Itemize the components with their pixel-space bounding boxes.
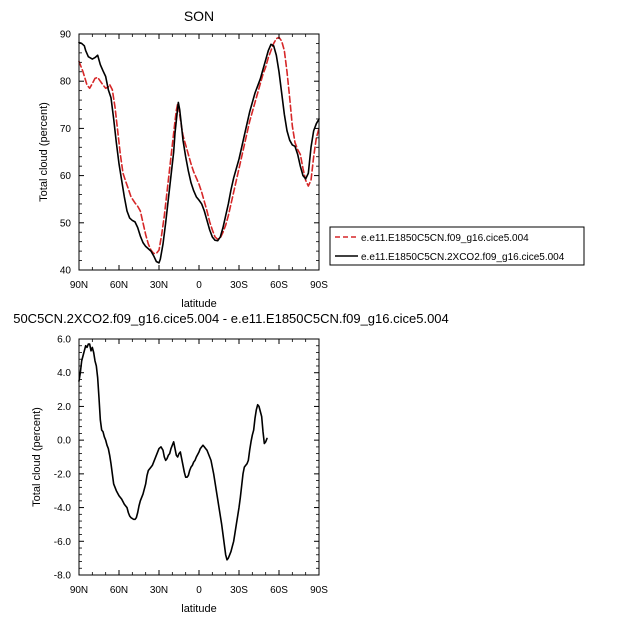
top-chart-xlabel: latitude [181, 298, 216, 310]
bottom-chart-xtick-label: 30S [230, 585, 248, 596]
top-chart-xtick-label: 90N [70, 280, 88, 291]
top-chart-xtick-label: 30N [150, 280, 168, 291]
bottom-chart-xlabel: latitude [181, 603, 216, 615]
bottom-chart-ytick-label: -8.0 [54, 571, 72, 582]
bottom-chart-ytick-label: -2.0 [54, 469, 72, 480]
top-chart-plot-group [78, 36, 320, 264]
bottom-chart-ytick-label: 4.0 [57, 368, 71, 379]
bottom-chart-x-ticks: 90N 60N 30N 0 30S 60S 90S [70, 339, 328, 596]
legend-label-series-1: e.e11.E1850C5CN.f09_g16.cice5.004 [361, 233, 529, 244]
bottom-chart-ytick-label: 6.0 [57, 335, 71, 346]
bottom-chart-ytick-label: 0.0 [57, 436, 71, 447]
legend: e.e11.E1850C5CN.f09_g16.cice5.004 e.e11.… [329, 226, 585, 266]
top-chart-xtick-label: 60S [270, 280, 288, 291]
bottom-chart-ylabel: Total cloud (percent) [31, 407, 43, 507]
legend-box [329, 226, 585, 266]
top-chart-frame [78, 33, 320, 271]
top-chart-xtick-label: 30S [230, 280, 248, 291]
top-chart-ytick-label: 70 [60, 124, 72, 135]
bottom-chart-series-1-line [78, 343, 268, 561]
top-chart-title: SON [184, 8, 214, 24]
top-chart: SON 40 50 60 70 80 90 90N 60N 30N 0 30S 60S 90S lat… [38, 8, 328, 310]
bottom-chart-xtick-label: 30N [150, 585, 168, 596]
top-chart-ytick-label: 80 [60, 77, 72, 88]
top-chart-y-ticks: 40 50 60 70 80 90 [60, 30, 319, 277]
bottom-chart: 50C5CN.2XCO2.f09_g16.cice5.004 - e.e11.E… [13, 311, 449, 615]
top-chart-ytick-label: 40 [60, 266, 72, 277]
top-chart-ytick-label: 50 [60, 218, 72, 229]
bottom-chart-plot-group [78, 343, 268, 561]
top-chart-series-2-line [78, 41, 320, 264]
top-chart-x-ticks: 90N 60N 30N 0 30S 60S 90S [70, 34, 328, 291]
bottom-chart-xtick-label: 60N [110, 585, 128, 596]
bottom-chart-xtick-label: 0 [196, 585, 202, 596]
top-chart-xtick-label: 60N [110, 280, 128, 291]
bottom-chart-xtick-label: 90N [70, 585, 88, 596]
top-chart-xtick-label: 90S [310, 280, 328, 291]
bottom-chart-xtick-label: 60S [270, 585, 288, 596]
legend-label-series-2: e.e11.E1850C5CN.2XCO2.f09_g16.cice5.004 [361, 252, 565, 263]
bottom-chart-y-ticks: -8.0 -6.0 -4.0 -2.0 0.0 2.0 4.0 6.0 [54, 335, 319, 582]
top-chart-ytick-label: 90 [60, 30, 72, 41]
bottom-chart-ytick-label: -6.0 [54, 537, 72, 548]
bottom-chart-frame [78, 338, 320, 576]
bottom-chart-title: 50C5CN.2XCO2.f09_g16.cice5.004 - e.e11.E… [13, 311, 449, 326]
top-chart-series-1-line [78, 36, 320, 255]
bottom-chart-ytick-label: 2.0 [57, 402, 71, 413]
bottom-chart-ytick-label: -4.0 [54, 503, 72, 514]
bottom-chart-xtick-label: 90S [310, 585, 328, 596]
top-chart-ylabel: Total cloud (percent) [38, 102, 50, 202]
top-chart-xtick-label: 0 [196, 280, 202, 291]
top-chart-ytick-label: 60 [60, 171, 72, 182]
